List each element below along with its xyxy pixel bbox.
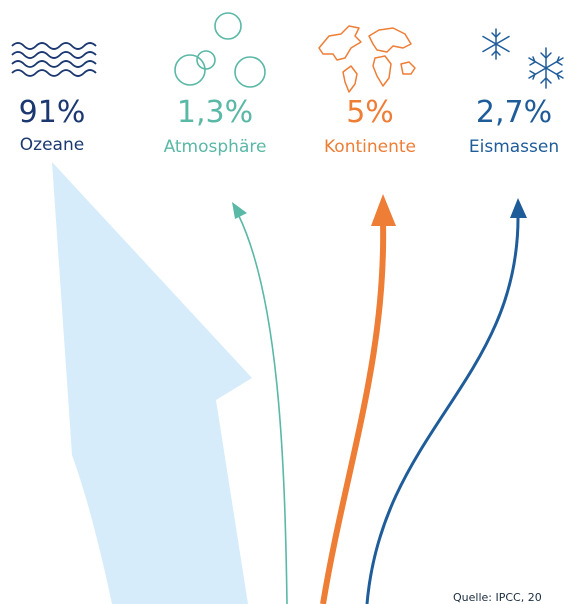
kontinente-percent: 5% [346, 95, 394, 130]
ozeane-percent: 91% [18, 95, 86, 130]
ice-masses-flow-arrow [365, 213, 520, 604]
atmosphaere-label: Atmosphäre [163, 137, 267, 157]
atmosphere-flow-arrow [237, 213, 288, 604]
bubbles-icon [174, 12, 266, 88]
source-caption: Quelle: IPCC, 20 [453, 591, 542, 604]
atmosphaere-percent: 1,3% [176, 95, 254, 130]
eismassen-label: Eismassen [468, 137, 560, 157]
eismassen-percent: 2,7% [475, 95, 553, 130]
atmosphere-arrowhead [232, 202, 247, 219]
snowflake-icon [482, 28, 564, 89]
continents-arrowhead [371, 194, 396, 226]
waves-icon [11, 42, 97, 77]
ocean-flow-arrow [52, 162, 252, 604]
kontinente-label: Kontinente [324, 137, 416, 157]
ozeane-label: Ozeane [19, 135, 85, 155]
continents-flow-arrow [320, 221, 387, 604]
world-map-icon [318, 25, 416, 93]
ice-masses-arrowhead [510, 198, 527, 218]
